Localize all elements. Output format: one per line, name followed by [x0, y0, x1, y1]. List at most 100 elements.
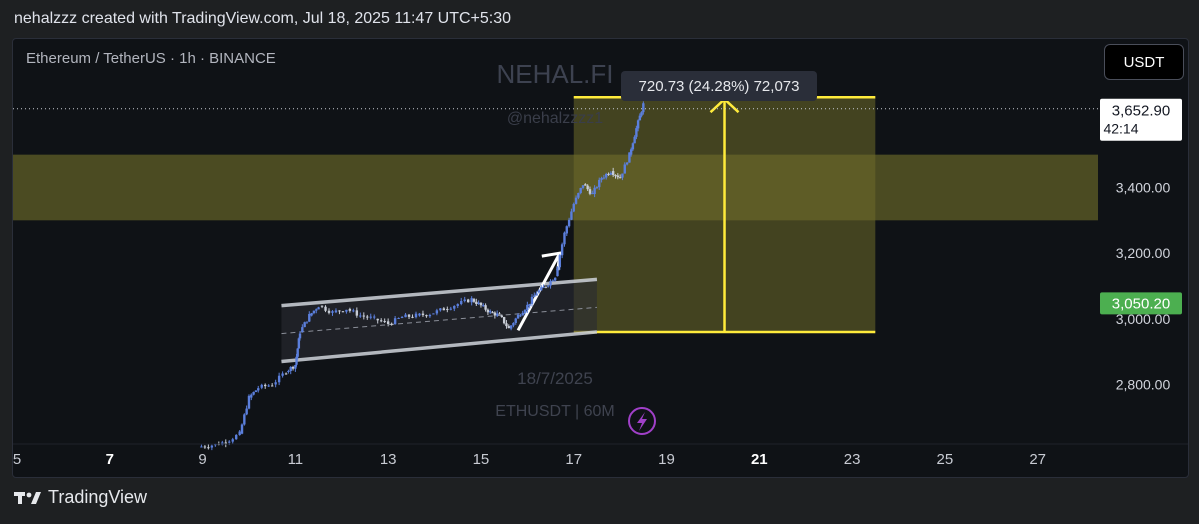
candle-body	[303, 322, 306, 328]
candle-body	[390, 323, 393, 325]
candle-body	[477, 302, 480, 304]
candle-body	[449, 308, 452, 310]
y-tick-label: 2,800.00	[1116, 376, 1171, 392]
candle-body	[607, 173, 610, 175]
candle-body	[629, 149, 633, 155]
measure-label: 720.73 (24.28%) 72,073	[639, 78, 800, 95]
footer-brand[interactable]: TradingView	[14, 487, 147, 508]
y-tick-label: 3,400.00	[1116, 179, 1171, 195]
channel-mid-line	[281, 306, 597, 335]
candle-body	[373, 316, 376, 318]
candle-body	[315, 309, 318, 311]
candle-body	[623, 164, 626, 174]
candle-body	[397, 317, 400, 319]
candle-body	[533, 295, 536, 297]
candle-body	[393, 318, 397, 325]
currency-button[interactable]: USDT	[1104, 44, 1184, 80]
candle-body	[631, 143, 635, 150]
candle-body	[519, 315, 522, 317]
price-chart[interactable]: NEHAL.FI @nehalzzzz1 18/7/2025 ETHUSDT |…	[13, 39, 1188, 477]
candle-body	[442, 308, 446, 311]
candle-body	[243, 414, 246, 425]
x-tick-label: 7	[106, 451, 114, 468]
x-tick-label: 21	[751, 451, 768, 468]
candle-body	[203, 446, 207, 448]
candle-body	[376, 318, 379, 321]
candle-body	[439, 308, 442, 311]
candle-body	[338, 310, 341, 312]
candle-body	[294, 365, 297, 369]
chart-caption: nehalzzz created with TradingView.com, J…	[14, 10, 512, 27]
candle-body	[642, 103, 645, 113]
candle-body	[453, 305, 456, 309]
candle-body	[297, 338, 301, 349]
candle-body	[600, 178, 603, 180]
candle-body	[432, 313, 435, 315]
candle-body	[521, 312, 524, 316]
candle-body	[512, 322, 515, 326]
candle-body	[308, 314, 311, 322]
candle-body	[270, 385, 274, 387]
candle-body	[489, 311, 492, 313]
candle-body	[549, 280, 552, 286]
breakout-arrow-head	[541, 251, 562, 271]
candle-body	[281, 373, 284, 376]
x-tick-label: 15	[473, 451, 490, 468]
measure-label-box	[621, 71, 817, 101]
candle-body	[547, 285, 550, 287]
x-tick-label: 19	[658, 451, 675, 468]
candle-body	[231, 439, 234, 442]
candle-body	[446, 308, 449, 310]
candle-body	[635, 128, 638, 137]
candle-body	[331, 311, 334, 313]
candle-body	[514, 318, 517, 323]
y-tick-label: 3,000.00	[1116, 311, 1171, 327]
candle-body	[574, 197, 578, 204]
candle-body	[609, 172, 613, 175]
candle-body	[611, 171, 615, 175]
candle-body	[505, 323, 508, 327]
candle-body	[556, 267, 559, 277]
candle-body	[334, 310, 338, 313]
tradingview-logo-icon	[14, 491, 41, 504]
candle-body	[558, 255, 562, 268]
candle-body	[320, 305, 324, 307]
candle-body	[224, 442, 227, 444]
candle-body	[359, 315, 362, 317]
candle-body	[435, 310, 439, 314]
candle-body	[247, 395, 251, 409]
x-tick-label: 9	[198, 451, 206, 468]
candle-body	[301, 327, 304, 332]
candle-body	[567, 219, 571, 227]
candle-body	[260, 384, 263, 388]
candle-body	[495, 313, 499, 316]
candle-body	[493, 312, 497, 316]
candle-body	[621, 173, 624, 178]
candle-body	[472, 299, 476, 302]
candle-body	[570, 211, 573, 220]
candle-body	[428, 315, 432, 317]
candle-body	[386, 321, 390, 324]
lightning-bolt-icon	[628, 407, 656, 435]
candle-body	[291, 366, 295, 369]
candle-body	[572, 203, 575, 212]
candle-body	[277, 375, 281, 383]
candle-body	[479, 302, 483, 306]
candle-body	[602, 177, 606, 179]
candle-body	[530, 296, 534, 304]
candle-body	[638, 115, 642, 121]
candle-body	[267, 385, 270, 387]
x-tick-label: 17	[565, 451, 582, 468]
candle-body	[425, 315, 428, 317]
candle-body	[586, 185, 589, 190]
candle-body	[305, 321, 309, 323]
candle-body	[238, 431, 241, 435]
candle-body	[210, 445, 214, 448]
x-tick-label: 23	[844, 451, 861, 468]
candle-body	[577, 193, 580, 198]
candle-body	[284, 373, 288, 375]
y-tick-label: 3,200.00	[1116, 245, 1171, 261]
candle-body	[264, 384, 267, 387]
chart-panel[interactable]: NEHAL.FI @nehalzzzz1 18/7/2025 ETHUSDT |…	[12, 38, 1189, 478]
candle-body	[542, 286, 545, 288]
